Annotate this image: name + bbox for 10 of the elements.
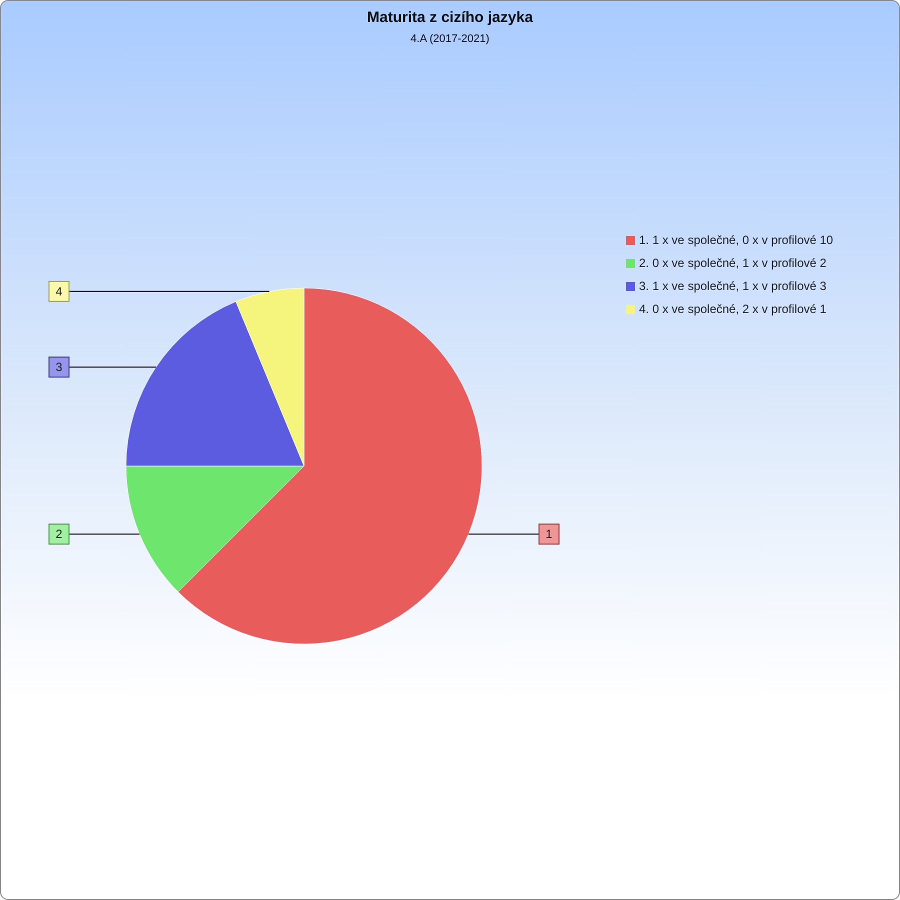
text: 3: [56, 360, 62, 374]
chart-title: Maturita z cizího jazyka: [366, 9, 534, 26]
text: 4: [56, 284, 62, 298]
text: 2: [56, 527, 62, 542]
chart-subtitle: 4.A (2017-2021): [410, 33, 490, 45]
legend-label: 1. 1 x ve společné, 0 x v profilové 10: [639, 233, 834, 247]
text: 1: [546, 527, 552, 542]
legend-label: 3. 1 x ve společné, 1 x v profilové 3: [639, 279, 826, 293]
legend-label: 4. 0 x ve společné, 2 x v profilové 1: [639, 302, 826, 316]
legend-label: 2. 0 x ve společné, 1 x v profilové 2: [639, 256, 826, 270]
